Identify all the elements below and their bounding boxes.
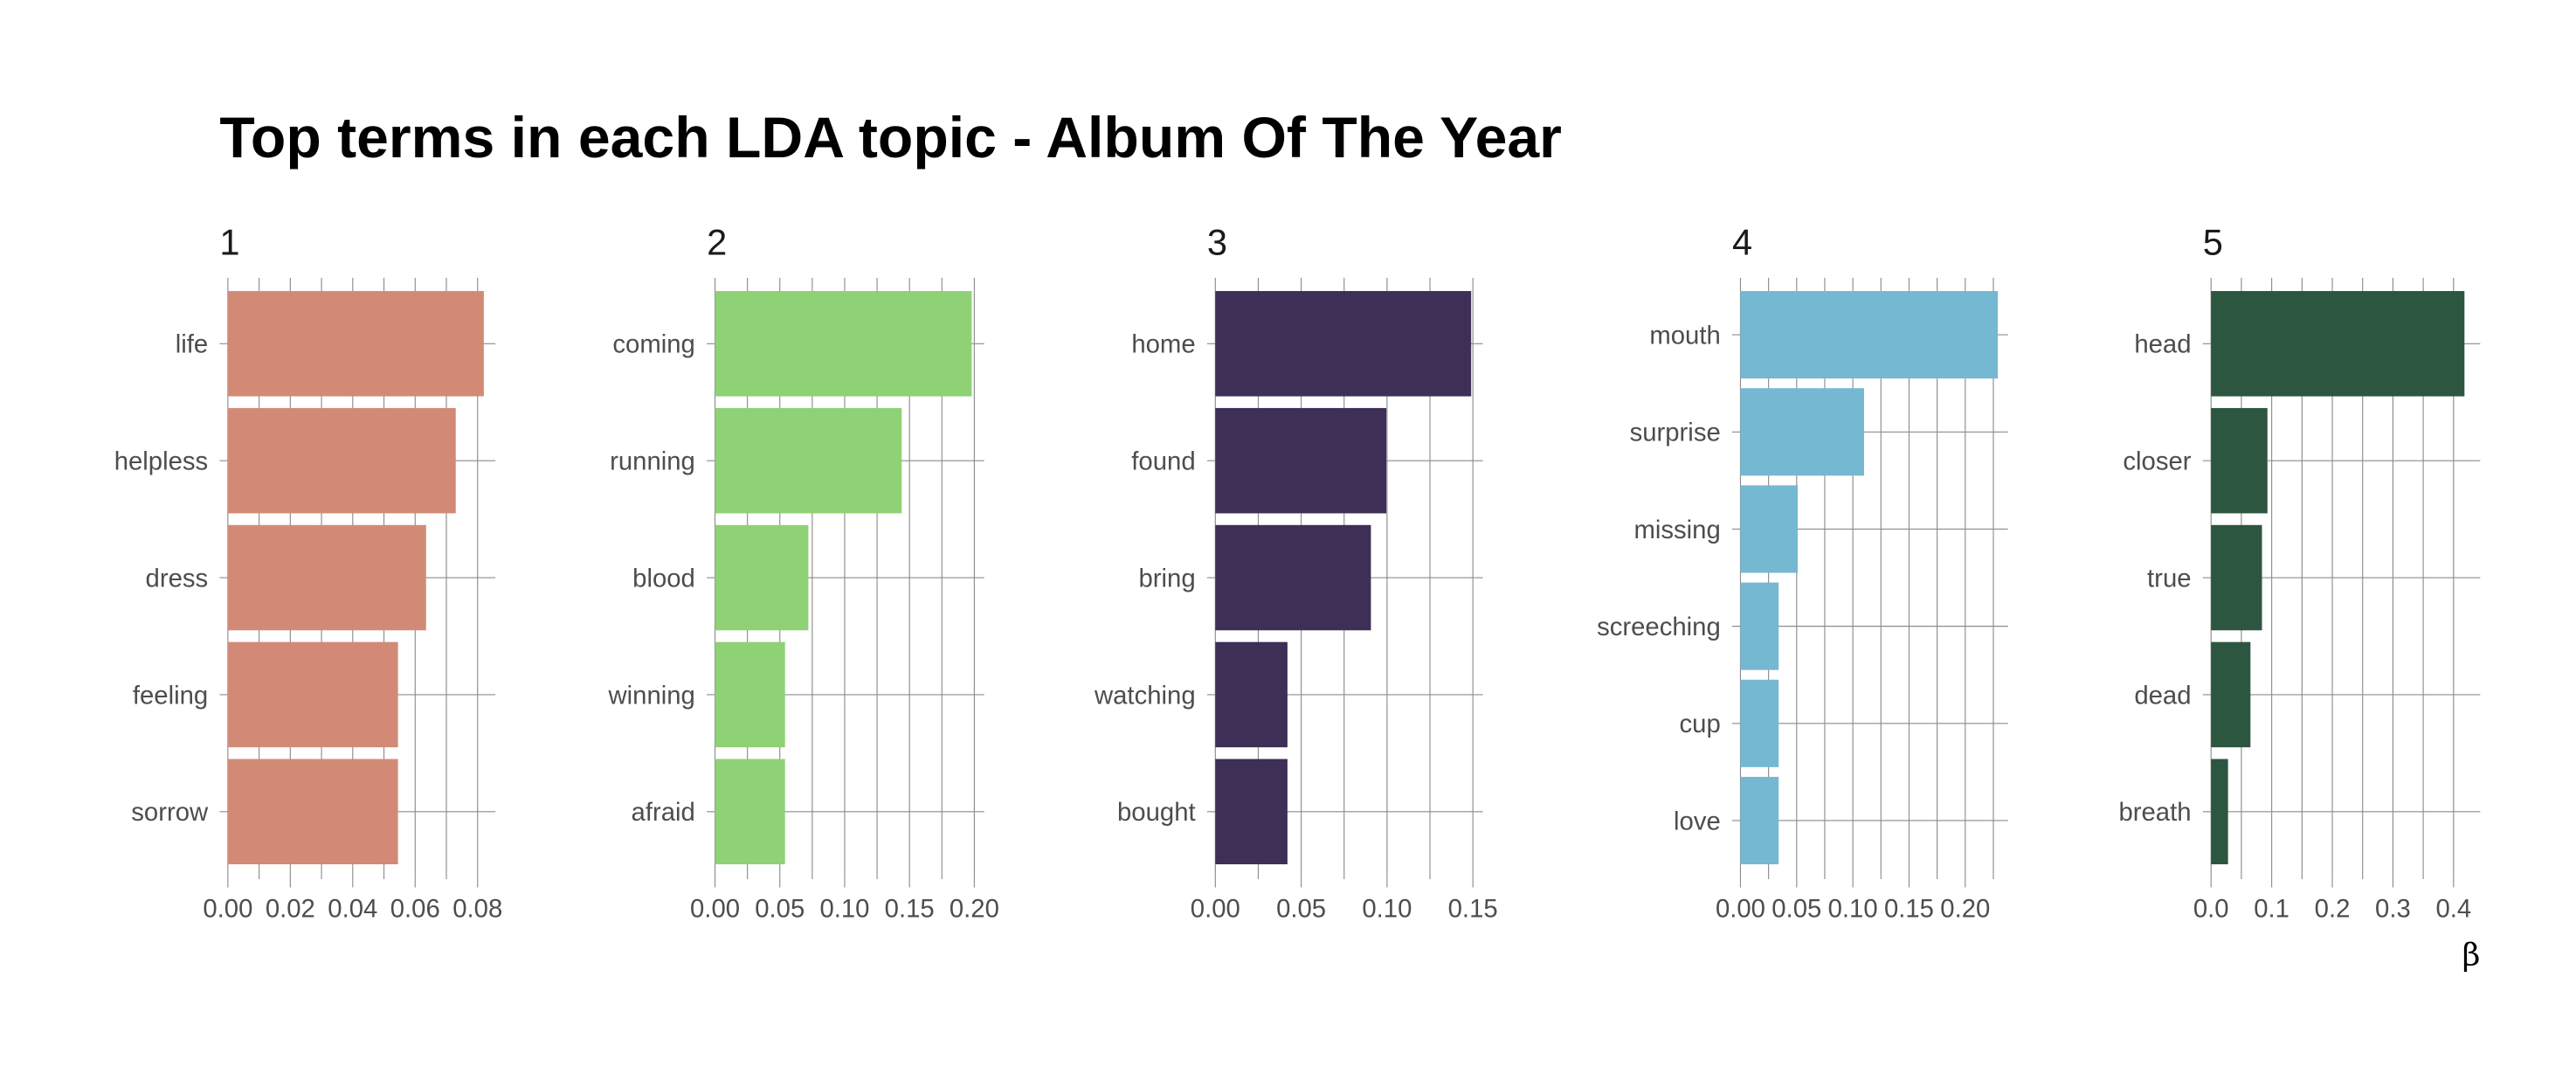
y-tick-label: cup [1680,710,1721,738]
x-tick-label: 0.06 [390,895,440,924]
facet-panel-1: 1 life helpless dress feeling sorrow 0.00 0.02 0… [114,221,503,923]
facet-panel-5: 5 head closer true dead breath 0.0 0.1 0.2 0.3 0.4 [2118,221,2481,924]
bar-dead [2211,641,2251,748]
facet-label: 4 [1732,221,1752,262]
facet-label: 5 [2203,221,2223,262]
bar-coming [715,291,972,397]
y-tick-label: life [176,330,208,359]
y-tick-label: coming [612,330,694,359]
bar-dress [227,524,426,631]
x-axis-title: β [2462,937,2481,973]
bar-afraid [715,759,785,865]
y-tick-label: sorrow [131,798,209,827]
bar-watching [1215,641,1288,748]
bar-breath [2211,759,2228,865]
x-tick-label: 0.04 [328,895,377,924]
bar-closer [2211,407,2268,514]
y-tick-label: winning [607,681,694,710]
x-tick-label: 0.02 [266,895,315,924]
y-tick-label: missing [1633,516,1720,544]
bar-feeling [227,641,398,748]
x-tick-label: 0.00 [203,895,252,924]
y-tick-label: bought [1117,798,1196,827]
y-tick-label: helpless [114,447,209,476]
facet-label: 3 [1207,221,1227,262]
x-tick-label: 0.0 [2193,895,2229,924]
facet-panel-2: 2 coming running blood winning afraid 0.00 0.05… [607,221,998,923]
y-tick-label: mouth [1649,321,1720,350]
bar-mouth [1740,291,1999,379]
y-tick-label: surprise [1630,419,1721,447]
y-tick-label: love [1674,807,1721,835]
x-tick-label: 0.3 [2375,895,2411,924]
x-tick-label: 0.1 [2254,895,2289,924]
y-tick-label: found [1131,447,1195,476]
bar-blood [715,524,809,631]
y-tick-label: dress [146,564,209,592]
x-tick-label: 0.10 [1828,895,1878,924]
bar-home [1215,291,1472,397]
x-tick-label: 0.20 [950,895,999,924]
bar-life [227,291,484,397]
bar-helpless [227,407,456,514]
bar-missing [1740,485,1799,573]
bar-bring [1215,524,1371,631]
facet-label: 2 [707,221,727,262]
x-tick-label: 0.15 [1448,895,1498,924]
bar-love [1740,776,1779,865]
y-tick-label: blood [632,564,695,592]
x-tick-label: 0.05 [1276,895,1326,924]
y-tick-label: running [610,447,695,476]
y-tick-label: breath [2118,798,2191,827]
x-tick-label: 0.10 [1362,895,1412,924]
y-tick-label: head [2134,330,2191,359]
y-tick-label: home [1131,330,1195,359]
x-tick-label: 0.05 [755,895,805,924]
x-tick-label: 0.20 [1940,895,1990,924]
bar-running [715,407,902,514]
y-tick-label: dead [2134,681,2191,710]
facet-panel-4: 4 mouth surprise missing screeching cup love 0.… [1597,221,2008,924]
x-tick-label: 0.00 [1716,895,1765,924]
y-tick-label: feeling [133,681,208,710]
y-tick-label: afraid [632,798,695,827]
x-tick-label: 0.15 [1884,895,1934,924]
bar-cup [1740,679,1779,767]
y-tick-label: bring [1138,564,1195,592]
x-tick-label: 0.15 [885,895,935,924]
bar-sorrow [227,759,398,865]
facet-panel-3: 3 home found bring watching bought 0.00 0.05 0.1… [1094,221,1498,923]
x-tick-label: 0.10 [819,895,869,924]
chart-title: Top terms in each LDA topic - Album Of T… [219,106,1562,170]
bar-surprise [1740,388,1865,476]
x-tick-label: 0.08 [452,895,502,924]
y-tick-label: screeching [1597,613,1721,641]
x-tick-label: 0.4 [2435,895,2471,924]
y-tick-label: true [2147,564,2191,592]
x-tick-label: 0.00 [690,895,740,924]
y-tick-label: closer [2123,447,2191,476]
bar-winning [715,641,785,748]
bar-found [1215,407,1387,514]
bar-head [2211,291,2465,397]
x-tick-label: 0.05 [1771,895,1821,924]
x-tick-label: 0.2 [2315,895,2351,924]
bar-screeching [1740,582,1779,670]
y-tick-label: watching [1094,681,1196,710]
bar-true [2211,524,2262,631]
bar-bought [1215,759,1288,865]
facet-label: 1 [219,221,239,262]
x-tick-label: 0.00 [1191,895,1240,924]
